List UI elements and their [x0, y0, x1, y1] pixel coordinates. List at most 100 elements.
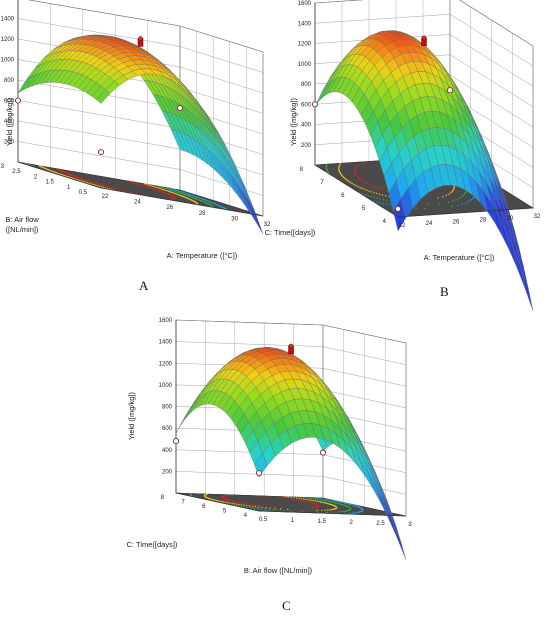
floor-contour-point — [384, 195, 387, 197]
x-tick-label: 2.5 — [376, 521, 385, 527]
floor-contour-point — [101, 184, 104, 186]
y-tick-label: 6 — [341, 193, 345, 199]
floor-contour-point — [289, 498, 291, 500]
z-tick-label: 400 — [301, 123, 312, 129]
floor-contour-point — [146, 186, 148, 188]
floor-contour-point — [57, 172, 59, 175]
floor-contour-point — [186, 194, 188, 197]
floor-contour-point — [349, 512, 352, 515]
floor-contour-point — [172, 192, 174, 194]
floor-contour-point — [327, 509, 329, 511]
design-point — [172, 438, 180, 445]
floor-contour-point — [265, 509, 267, 511]
floor-contour-point — [311, 502, 314, 504]
floor-contour-point — [354, 184, 357, 187]
floor-contour-point — [97, 185, 99, 187]
x-axis-line — [100, 187, 264, 217]
floor-contour-point — [351, 504, 353, 506]
floor-contour-point — [236, 503, 238, 505]
floor-contour-point — [269, 496, 271, 498]
floor-contour-point — [287, 508, 289, 511]
x-tick-label: 1.5 — [318, 519, 327, 525]
y-tick-label: 1.5 — [45, 180, 54, 186]
floor-contour-point — [447, 201, 450, 203]
floor-contour-point — [298, 499, 300, 502]
floor-contour-point — [333, 500, 335, 502]
floor-contour-point — [451, 205, 454, 208]
floor-contour-point — [303, 500, 306, 503]
floor-contour-point — [358, 164, 360, 166]
floor-contour-point — [368, 183, 371, 186]
floor-contour-point — [343, 502, 346, 504]
floor-contour-point — [187, 193, 190, 195]
floor-contour-point — [327, 503, 329, 505]
floor-contour-point — [438, 202, 441, 205]
y-tick-label: 4 — [244, 513, 248, 519]
floor-contour-point — [343, 176, 345, 179]
floor-contour-point — [213, 499, 215, 501]
floor-contour-point — [339, 501, 342, 503]
floor-contour-point — [241, 502, 243, 504]
floor-contour-point — [382, 199, 385, 201]
floor-contour-point — [385, 189, 387, 191]
z-tick-label: 800 — [4, 78, 15, 84]
floor-contour-point — [218, 500, 220, 502]
floor-contour-point — [74, 178, 77, 180]
floor-contour-point — [344, 510, 347, 512]
floor-contour-point — [216, 500, 219, 502]
floor-contour-point — [143, 185, 145, 187]
floor-contour-point — [174, 189, 177, 191]
floor-contour-point — [364, 188, 366, 191]
floor-contour-point — [302, 500, 304, 502]
floor-contour-point — [181, 191, 183, 193]
z-tick-label: 600 — [301, 102, 312, 108]
floor-contour-point — [445, 194, 447, 197]
y-axis-title: B: Air flow — [5, 215, 39, 224]
floor-contour-point — [318, 500, 320, 503]
x-tick-label: 2 — [350, 520, 354, 526]
z-axis-title: Yield ([mg/kg]) — [289, 97, 298, 146]
floor-contour-point — [178, 190, 181, 192]
floor-contour-point — [128, 191, 131, 193]
floor-contour-point — [264, 495, 266, 498]
floor-contour-point — [158, 190, 160, 192]
floor-contour-point — [291, 498, 294, 501]
floor-contour-point — [350, 503, 352, 506]
floor-contour-point — [249, 503, 252, 505]
surface-cell — [393, 523, 407, 560]
floor-contour-point — [306, 501, 309, 503]
floor-contour-point — [309, 501, 311, 504]
floor-contour-point — [461, 195, 463, 198]
floor-contour-point — [283, 509, 285, 512]
floor-contour-point — [450, 191, 453, 194]
floor-contour-point — [301, 511, 303, 513]
floor-contour-point — [257, 495, 260, 497]
floor-contour-point — [322, 501, 325, 504]
y-tick-label: 7 — [320, 180, 324, 186]
floor-contour-point — [322, 499, 324, 502]
floor-contour-point — [314, 500, 317, 502]
floor-contour-point — [362, 180, 364, 182]
y-tick-label: 7 — [181, 500, 185, 506]
floor-contour-point — [269, 507, 271, 509]
floor-contour-point — [351, 182, 353, 185]
floor-contour-point — [159, 190, 161, 192]
floor-contour-point — [254, 505, 257, 508]
surface-cell — [520, 267, 534, 312]
floor-contour-point — [109, 186, 112, 188]
floor-contour-point — [341, 501, 343, 504]
floor-contour-point — [161, 188, 164, 190]
y-tick-label: 3 — [1, 164, 5, 170]
floor-contour-point — [75, 176, 78, 178]
floor-contour-point — [174, 192, 177, 195]
floor-contour-point — [113, 187, 116, 189]
floor-contour-point — [198, 197, 200, 199]
floor-contour-point — [366, 189, 368, 192]
floor-contour-point — [90, 180, 92, 183]
floor-contour-point — [321, 509, 323, 512]
floor-contour-point — [426, 203, 429, 206]
floor-contour-point — [337, 502, 339, 505]
floor-contour-point — [356, 511, 358, 514]
y-tick-label: 5 — [223, 509, 227, 515]
floor-contour-point — [353, 183, 355, 186]
